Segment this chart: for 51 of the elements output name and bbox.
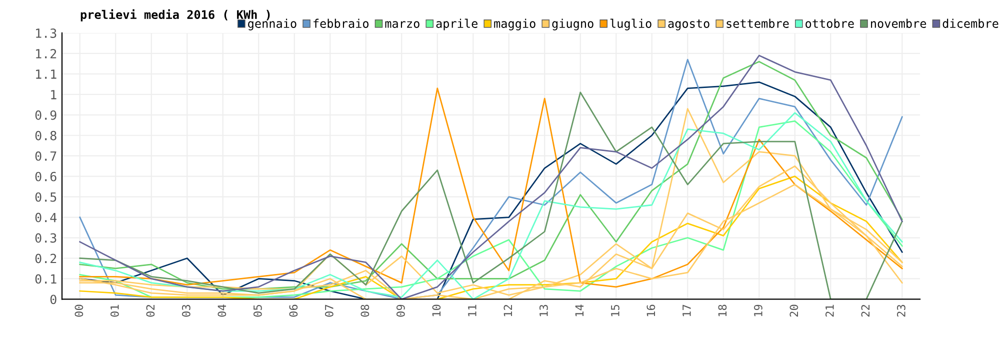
y-tick-label: 0.4 [35, 212, 57, 222]
legend-label: dicembre [942, 18, 998, 28]
x-tick-label: 05 [253, 304, 262, 317]
legend-label: maggio [494, 18, 536, 30]
x-tick-label: 00 [74, 304, 84, 317]
x-tick-label: 22 [861, 305, 870, 317]
x-tick-label: 06 [289, 304, 298, 317]
legend-label: giugno [552, 18, 594, 30]
y-tick-label: 1.3 [36, 28, 56, 38]
y-tick-label: 1.1 [36, 70, 56, 79]
y-tick-label: 1.2 [36, 48, 56, 58]
legend-label: luglio [610, 18, 652, 30]
x-tick-label: 08 [360, 304, 370, 317]
y-tick-label: 0.8 [35, 130, 56, 140]
chart-title: prelievi media 2016 ( KWh ) [80, 9, 270, 22]
x-tick-label: 02 [146, 305, 155, 317]
x-tick-label: 01 [110, 304, 119, 317]
y-tick-label: 0.9 [35, 110, 56, 120]
legend-label: gennaio [248, 18, 296, 30]
x-tick-label: 20 [790, 304, 798, 317]
x-tick-label: 18 [718, 304, 727, 316]
y-tick-label: 0 [50, 294, 56, 304]
x-tick-label: 19 [754, 304, 762, 316]
legend-label: aprile [436, 18, 478, 30]
legend-label: novembre [871, 18, 926, 28]
y-tick-label: 0.5 [35, 192, 56, 202]
y-tick-label: 1 [51, 90, 56, 100]
x-tick-label: 21 [825, 304, 834, 317]
x-tick-label: 16 [646, 304, 656, 316]
y-tick-label: 0.3 [35, 233, 56, 243]
legend-label: settembre [726, 18, 789, 28]
x-tick-label: 15 [611, 304, 620, 316]
x-tick-label: 11 [468, 304, 476, 316]
x-tick-label: 13 [539, 304, 548, 316]
x-tick-label: 17 [682, 304, 691, 316]
x-tick-label: 23 [896, 304, 906, 317]
y-tick-label: 0.6 [35, 172, 56, 182]
legend-label: marzo [385, 21, 420, 28]
legend-label: febbraio [314, 18, 369, 28]
y-tick-label: 0.1 [35, 274, 56, 284]
x-tick-label: 10 [432, 304, 441, 316]
y-tick-label: 0.7 [35, 151, 56, 161]
x-tick-label: 09 [396, 304, 405, 317]
x-tick-label: 04 [218, 304, 226, 317]
y-tick-label: 0.2 [35, 254, 56, 264]
x-tick-label: 07 [324, 304, 334, 317]
legend-label: ottobre [806, 18, 854, 28]
x-tick-label: 12 [504, 305, 512, 316]
x-tick-label: 03 [182, 304, 190, 317]
x-tick-label: 14 [575, 304, 584, 316]
legend-label: agosto [668, 19, 710, 30]
